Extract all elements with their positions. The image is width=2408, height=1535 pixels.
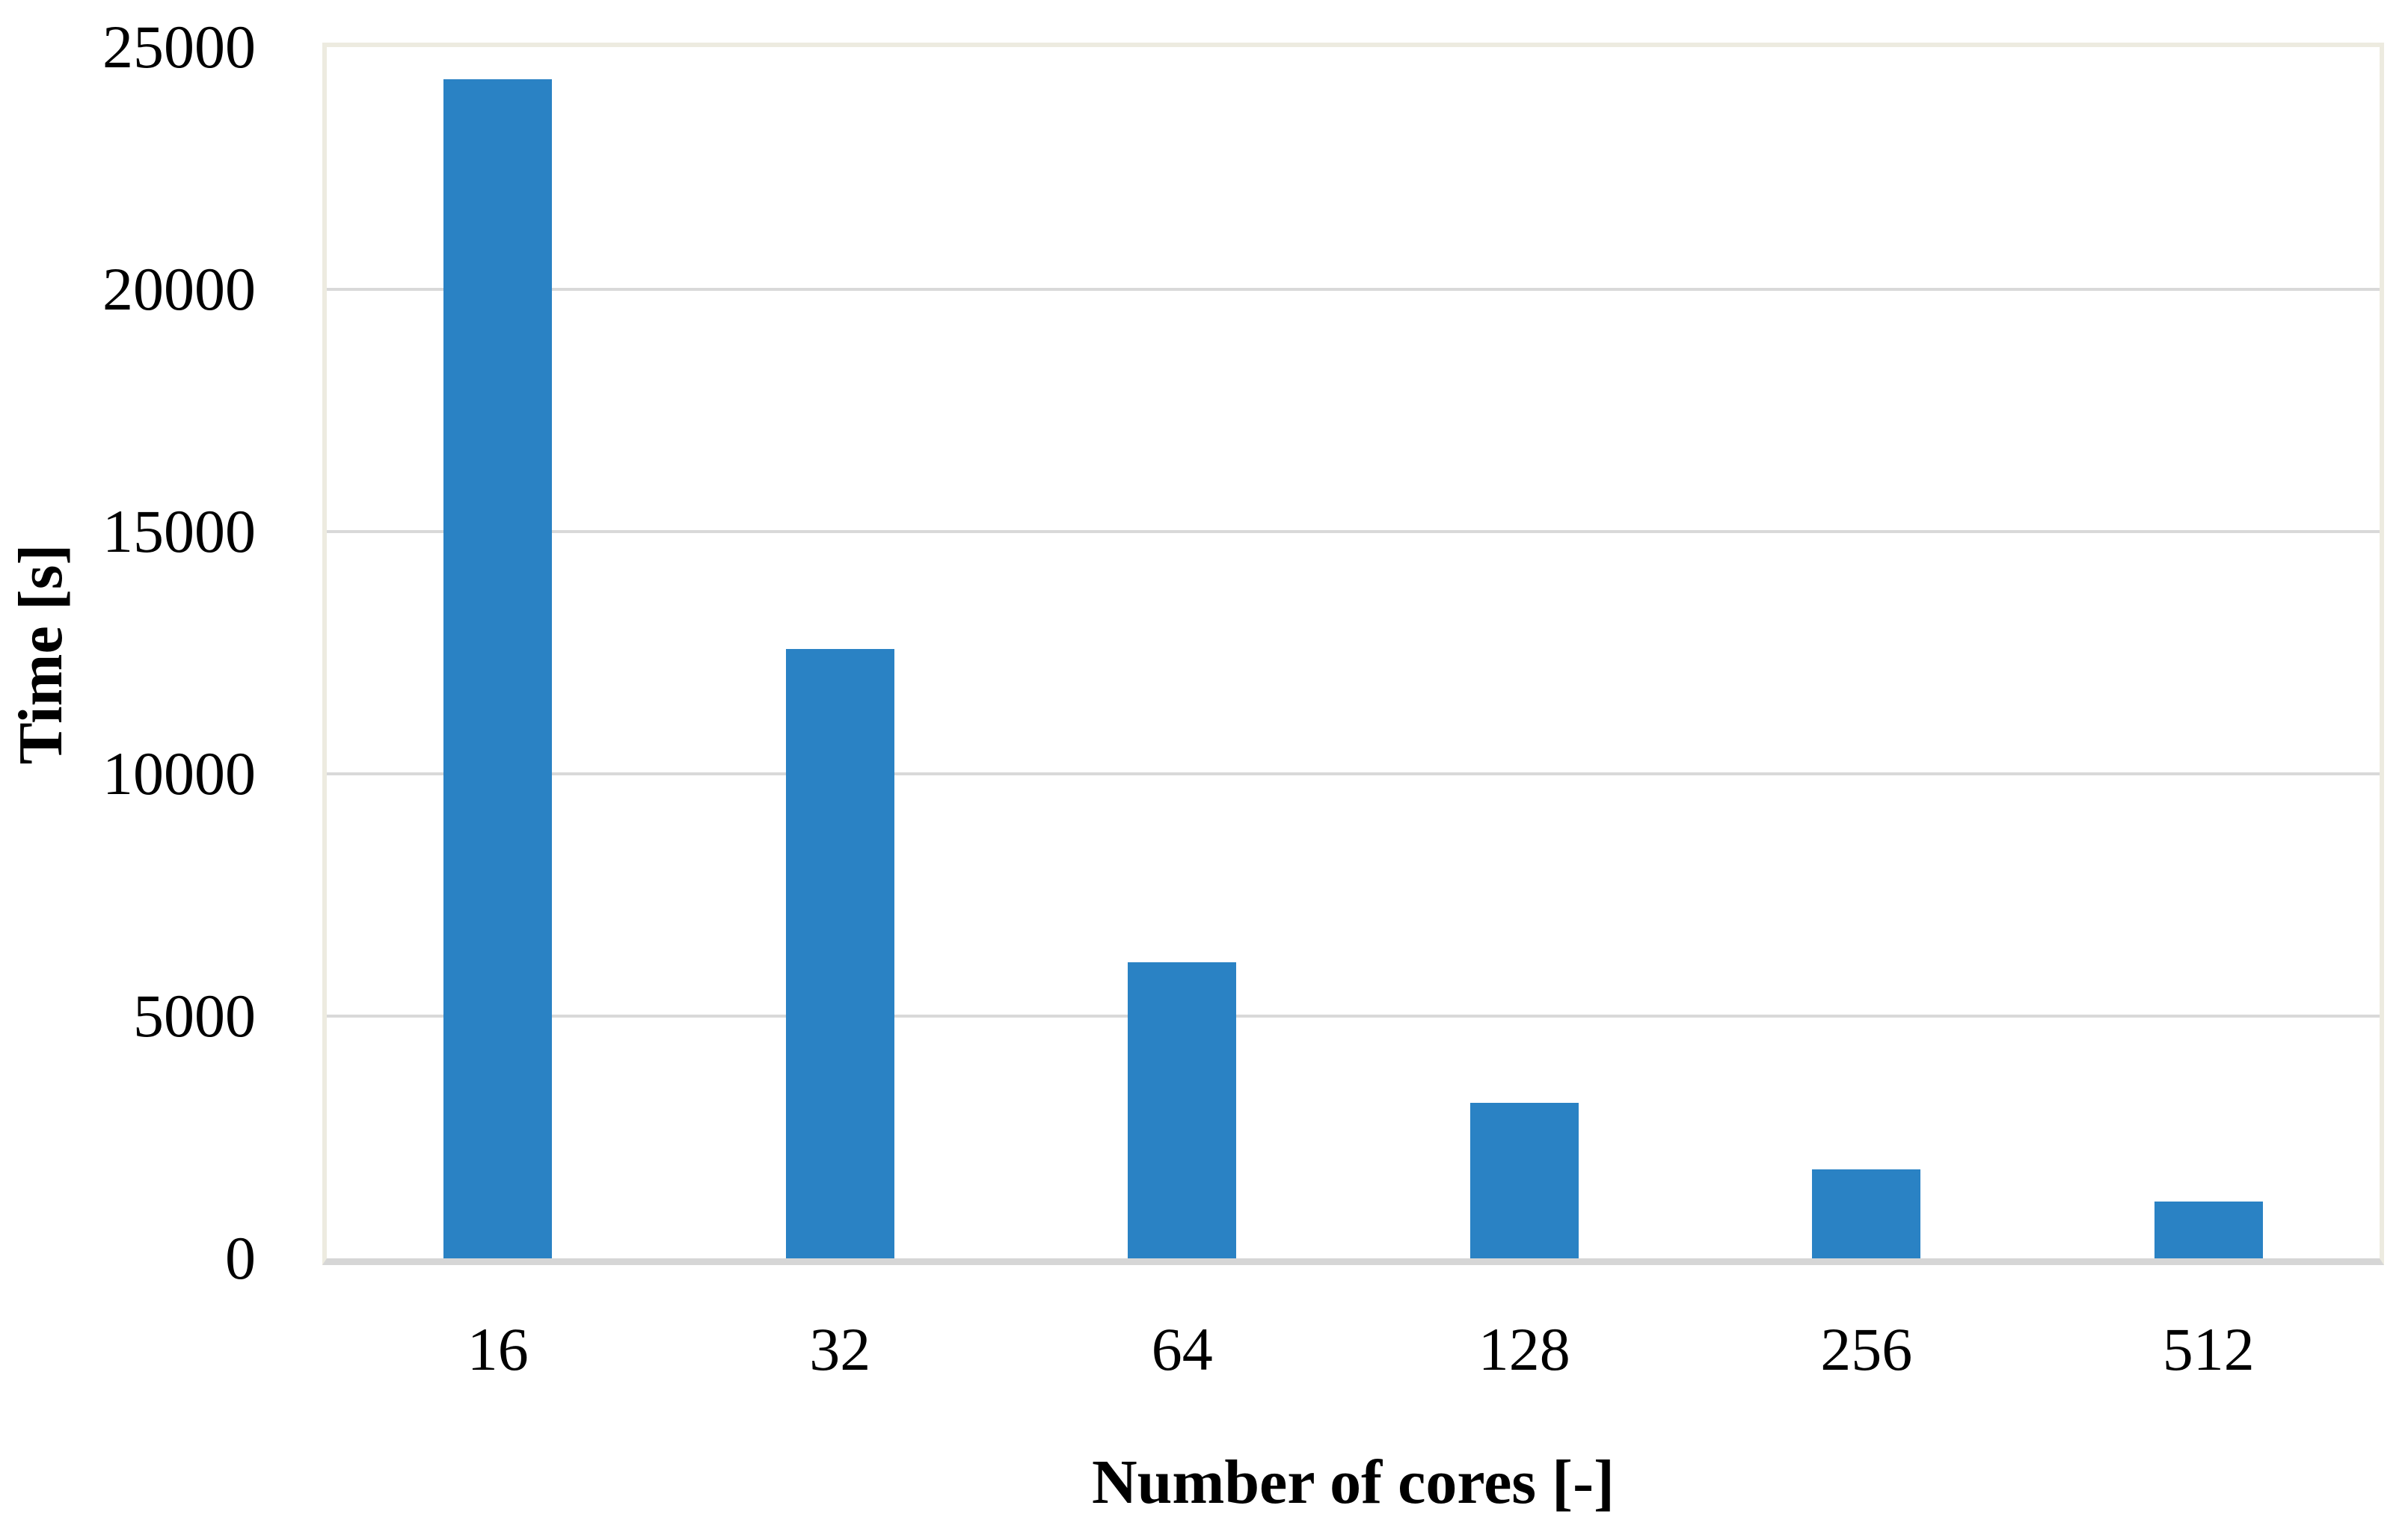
y-tick-label-0: 0 [225,1224,256,1292]
bars-container [327,47,2380,1258]
bar-64-cores [1128,962,1237,1258]
bar-512-cores [2154,1202,2263,1258]
x-tick-label-64: 64 [1151,1315,1213,1383]
gridline-10000 [327,772,2380,775]
bar-slot-128 [1354,47,1696,1258]
bar-slot-16 [327,47,669,1258]
x-axis-title: Number of cores [-] [1091,1448,1615,1517]
y-tick-label-20000: 20000 [102,255,256,323]
y-axis-tick-labels: 0 5000 10000 15000 20000 25000 [0,0,256,1535]
bar-slot-256 [1695,47,2038,1258]
bar-128-cores [1469,1103,1579,1258]
x-tick-label-512: 512 [2162,1315,2255,1383]
y-tick-label-5000: 5000 [133,982,256,1050]
bar-32-cores [785,649,894,1258]
y-tick-label-25000: 25000 [102,13,256,81]
gridline-15000 [327,530,2380,533]
x-tick-label-16: 16 [467,1315,529,1383]
x-axis-tick-labels: 16 32 64 128 256 512 [327,1312,2380,1387]
plot-inner [327,47,2380,1258]
y-tick-label-15000: 15000 [102,497,256,565]
x-tick-label-32: 32 [809,1315,871,1383]
gridline-5000 [327,1015,2380,1018]
x-tick-label-128: 128 [1478,1315,1570,1383]
bar-256-cores [1812,1169,1921,1258]
x-tick-label-256: 256 [1820,1315,1913,1383]
plot-area [322,43,2384,1265]
gridline-20000 [327,288,2380,291]
bar-slot-512 [2038,47,2380,1258]
bar-slot-64 [1011,47,1354,1258]
bar-16-cores [443,79,553,1258]
bar-slot-32 [669,47,1012,1258]
y-tick-label-10000: 10000 [102,739,256,808]
